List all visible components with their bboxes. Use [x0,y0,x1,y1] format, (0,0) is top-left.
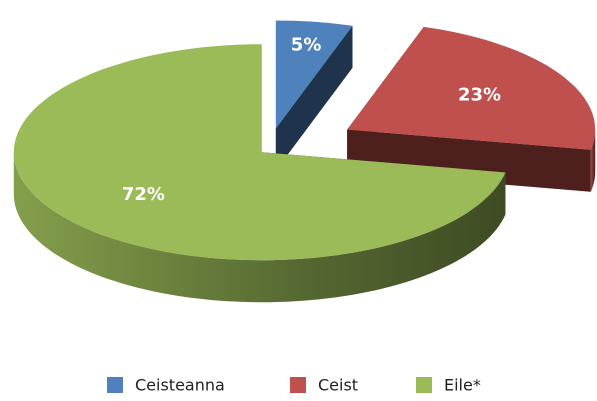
slice [347,26,596,150]
legend: Ceisteanna Ceist Eile* [107,376,481,395]
legend-swatch [107,377,123,393]
slice-side-shade [13,152,506,303]
slice-label: 23% [458,85,501,106]
slice-side-shade [590,129,596,192]
legend-swatch [416,377,432,393]
slice [13,44,506,261]
slice-tops [13,20,596,261]
legend-swatch [290,377,306,393]
slice-label: 72% [122,184,165,205]
slice-label: 5% [291,34,322,55]
legend-label: Ceist [318,376,358,395]
slice-wall-shade [275,25,353,171]
slice-labels: 5% 23% 72% [122,34,501,205]
legend-label: Eile* [444,376,481,395]
legend-label: Ceisteanna [135,376,225,395]
slice [275,20,353,129]
